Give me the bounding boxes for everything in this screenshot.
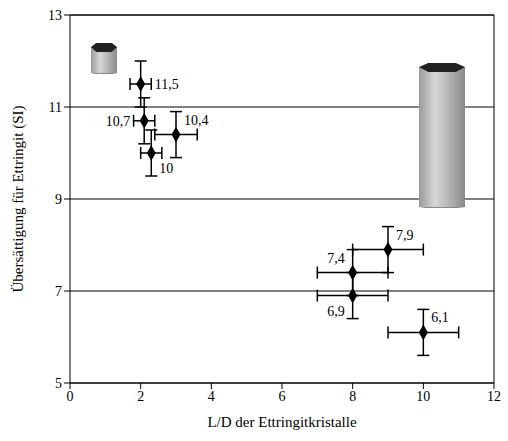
svg-text:9: 9 <box>55 192 62 207</box>
svg-text:7,9: 7,9 <box>396 228 414 243</box>
svg-text:11,5: 11,5 <box>155 77 179 92</box>
svg-text:10: 10 <box>159 161 173 176</box>
svg-text:2: 2 <box>137 389 144 404</box>
svg-text:Übersättigung für Ettringit (S: Übersättigung für Ettringit (SI) <box>10 105 27 292</box>
svg-text:7,4: 7,4 <box>327 251 345 266</box>
svg-text:4: 4 <box>208 389 215 404</box>
svg-text:12: 12 <box>487 389 501 404</box>
svg-text:10,4: 10,4 <box>184 113 209 128</box>
svg-text:13: 13 <box>48 8 62 23</box>
svg-text:L/D der Ettringitkristalle: L/D der Ettringitkristalle <box>207 414 356 430</box>
svg-text:8: 8 <box>349 389 356 404</box>
svg-text:6,1: 6,1 <box>431 310 449 325</box>
svg-text:10,7: 10,7 <box>106 114 131 129</box>
svg-text:11: 11 <box>49 100 62 115</box>
svg-text:10: 10 <box>416 389 430 404</box>
svg-text:5: 5 <box>55 376 62 391</box>
svg-text:0: 0 <box>67 389 74 404</box>
svg-text:6: 6 <box>279 389 286 404</box>
svg-text:6,9: 6,9 <box>327 304 345 319</box>
svg-text:7: 7 <box>55 284 62 299</box>
